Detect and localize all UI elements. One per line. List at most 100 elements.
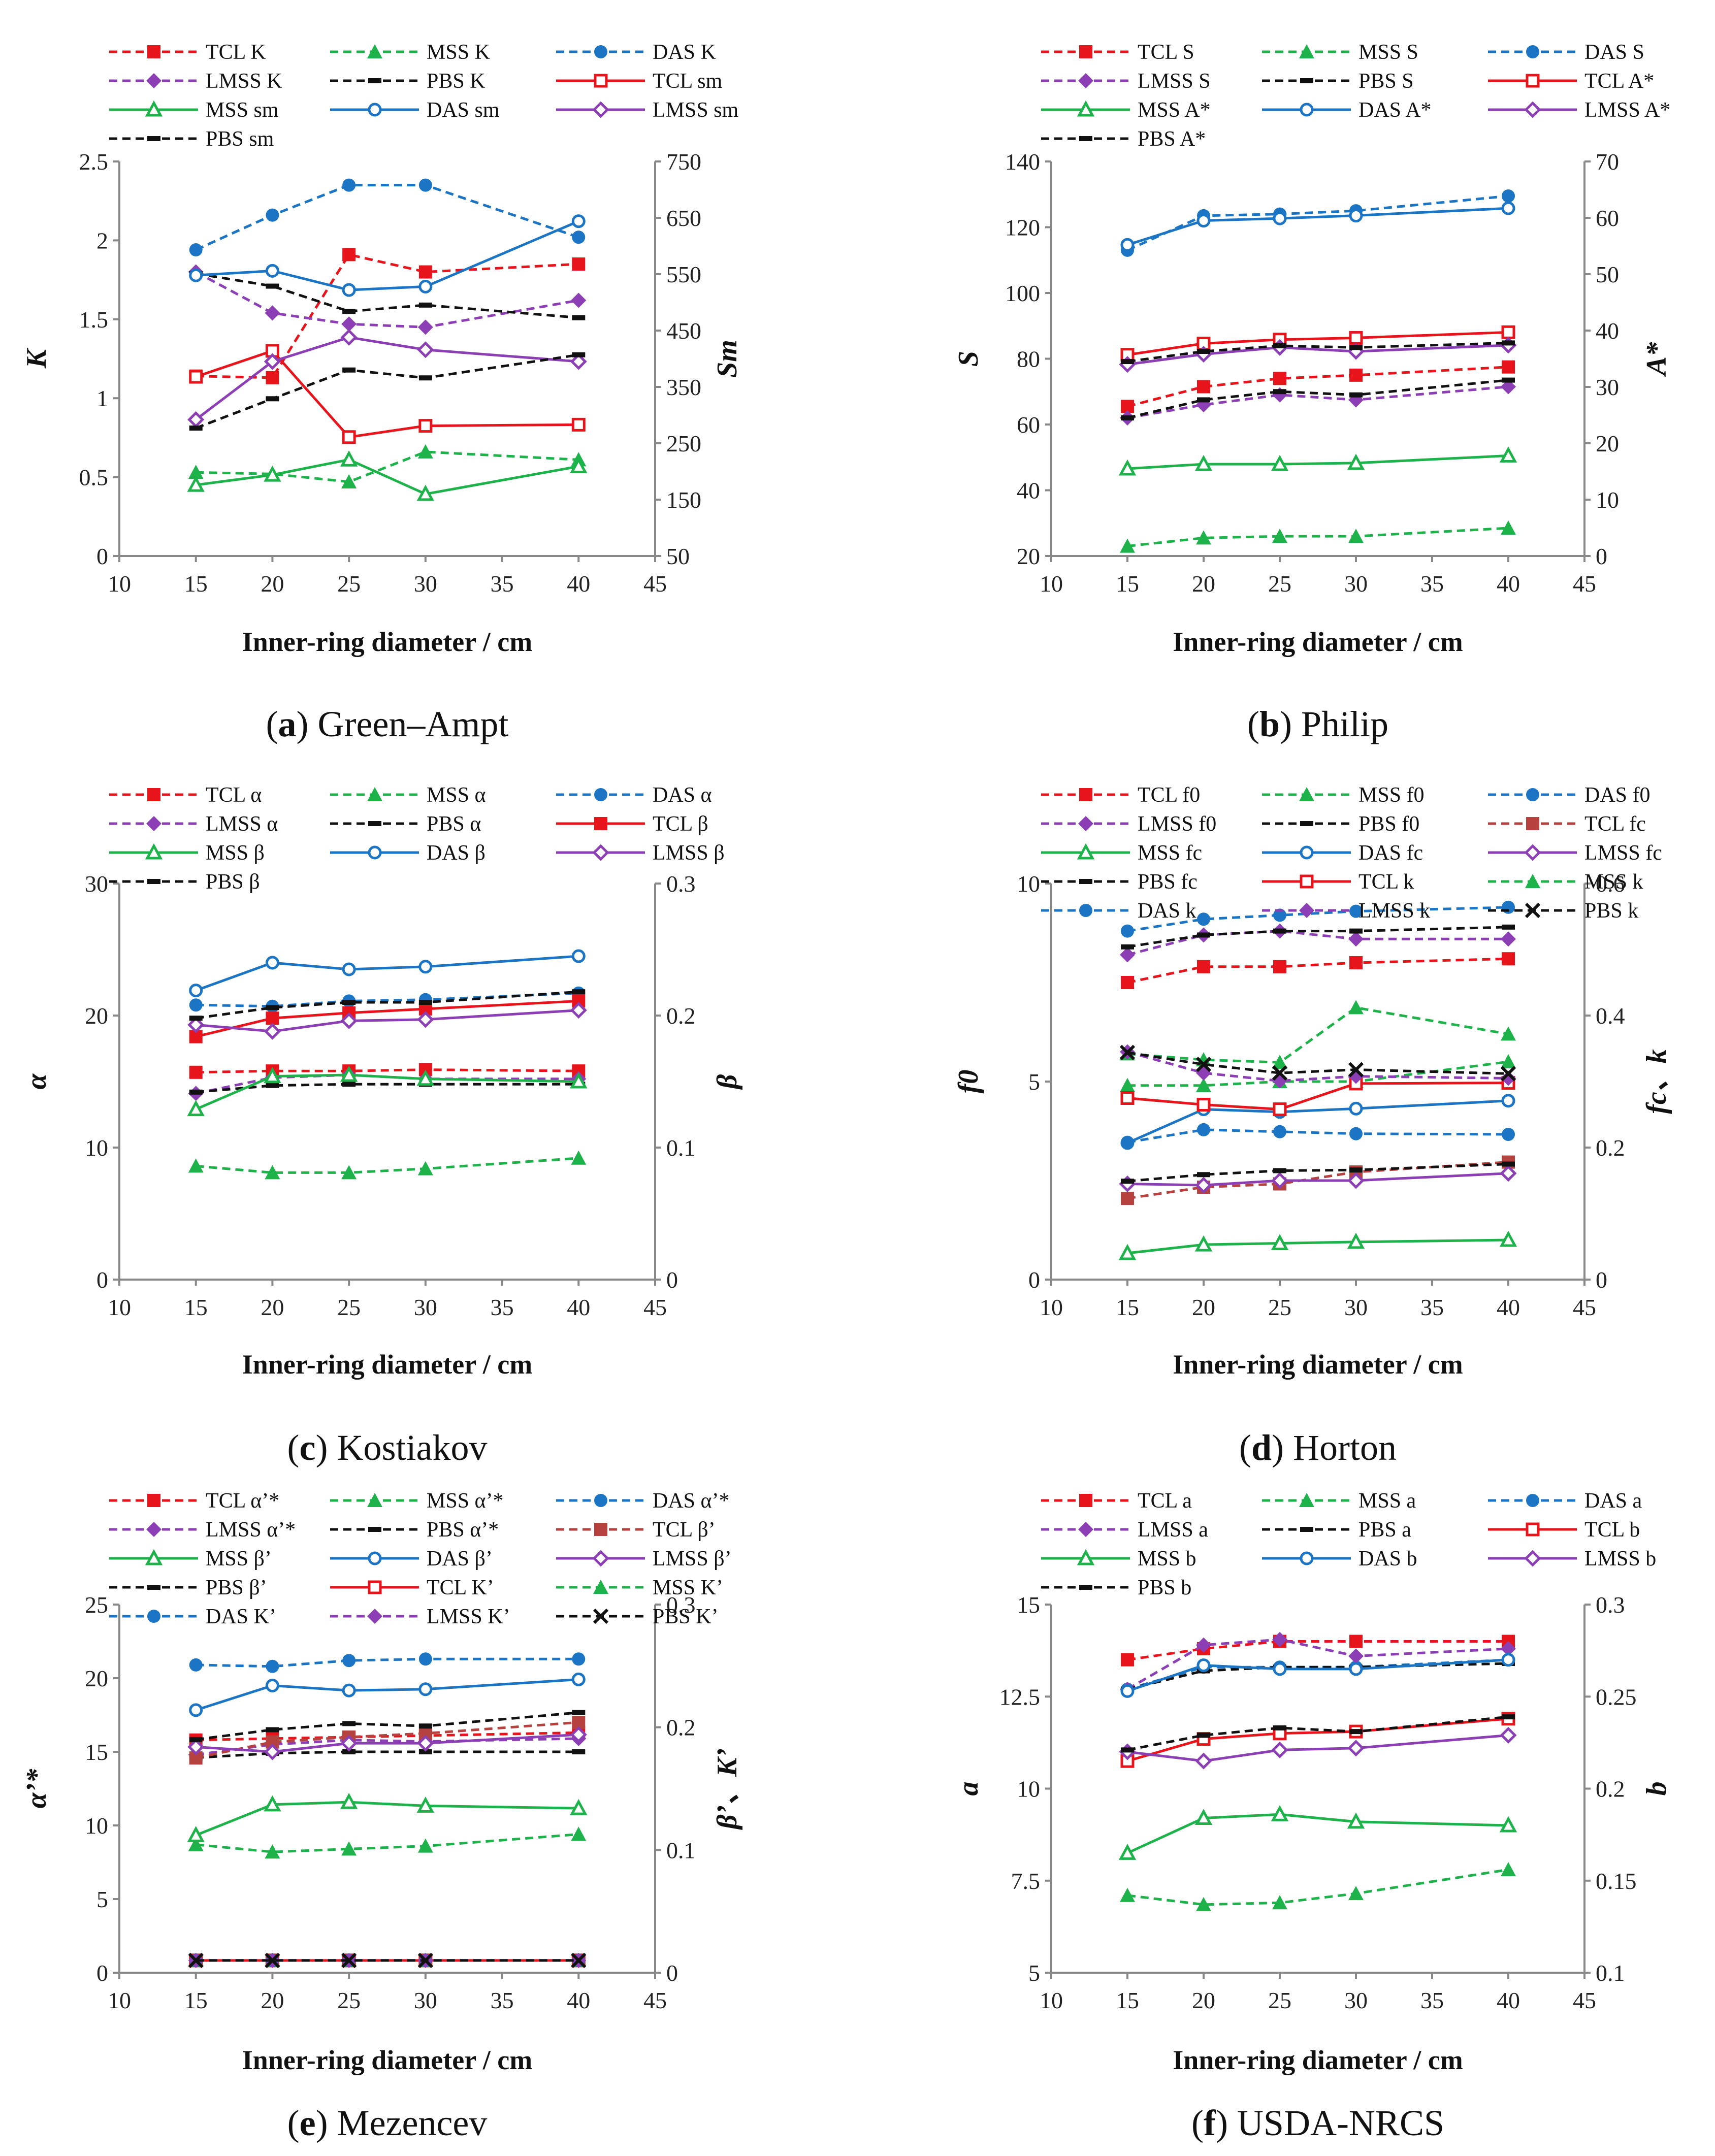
legend-label: LMSS α xyxy=(206,812,278,836)
legend-label: LMSS fc xyxy=(1584,841,1662,865)
legend-item: LMSS S xyxy=(1041,70,1211,93)
legend-item: LMSS f0 xyxy=(1041,812,1216,836)
series-line xyxy=(195,955,579,992)
legend-marker xyxy=(594,45,607,58)
data-point xyxy=(1501,1026,1516,1041)
data-point xyxy=(264,1743,281,1760)
series-line xyxy=(195,184,579,251)
x-tick-label: 10 xyxy=(1040,1294,1063,1320)
data-point xyxy=(265,1844,280,1859)
series-das- xyxy=(189,1652,586,1673)
legend-item: PBS A* xyxy=(1041,127,1206,151)
y-right-tick-label: 30 xyxy=(1596,374,1619,400)
caption-title: ) Philip xyxy=(1280,704,1388,744)
legend-item: DAS fc xyxy=(1262,841,1423,865)
data-point xyxy=(342,178,356,192)
series-line xyxy=(195,1073,579,1110)
data-point xyxy=(1500,1066,1516,1082)
y-right-tick-label: 0.2 xyxy=(666,1003,696,1029)
legend-item: LMSS β’ xyxy=(556,1547,732,1571)
data-point xyxy=(1119,1044,1136,1060)
data-point xyxy=(189,1089,203,1095)
legend-label: DAS S xyxy=(1584,41,1644,64)
legend-label: LMSS A* xyxy=(1584,99,1670,122)
y-right-tick-label: 250 xyxy=(666,431,701,456)
y-right-tick-label: 0 xyxy=(1596,543,1607,569)
series-lmss- xyxy=(187,1726,587,1760)
series-das- xyxy=(189,986,586,1013)
data-point xyxy=(1349,1167,1363,1173)
y-right-tick-label: 0 xyxy=(1596,1267,1607,1293)
legend-label: PBS fc xyxy=(1138,870,1198,894)
caption-letter: c xyxy=(300,1427,316,1468)
data-point xyxy=(1349,1635,1363,1648)
y-left-tick-label: 2.5 xyxy=(79,149,109,175)
series-mss-fc xyxy=(1118,1230,1517,1260)
data-point xyxy=(189,243,203,257)
x-tick-label: 10 xyxy=(108,571,131,597)
caption-letter: a xyxy=(278,704,297,744)
legend-marker xyxy=(1299,903,1314,918)
data-point xyxy=(189,1658,203,1672)
data-point xyxy=(1120,538,1135,553)
legend-marker xyxy=(1078,816,1093,831)
x-tick-label: 30 xyxy=(414,571,437,597)
data-point xyxy=(264,465,281,482)
data-point xyxy=(341,316,357,332)
caption-paren: ( xyxy=(287,2103,300,2143)
series-line xyxy=(195,271,579,329)
series-line xyxy=(1127,930,1508,956)
series-lmss-sm xyxy=(187,329,587,428)
series-pbs-sm xyxy=(189,352,586,431)
legend-item: TCL a xyxy=(1041,1489,1192,1513)
data-point xyxy=(1271,1805,1289,1821)
series-line xyxy=(1126,1099,1509,1145)
y-left-tick-label: 10 xyxy=(85,1813,108,1839)
legend-item: MSS a xyxy=(1262,1489,1416,1513)
y-left-tick-label: 80 xyxy=(1017,346,1040,372)
y-left-tick-label: 1.5 xyxy=(79,307,109,333)
legend-label: MSS β’ xyxy=(206,1547,272,1571)
cross-stroke xyxy=(1272,1065,1288,1081)
data-point xyxy=(1502,1128,1515,1141)
data-point xyxy=(188,1952,204,1968)
data-point xyxy=(1196,1637,1211,1653)
legend-label: PBS α xyxy=(427,812,481,836)
x-tick-label: 45 xyxy=(1573,1987,1596,2013)
data-point xyxy=(189,1065,203,1079)
data-point xyxy=(418,1682,433,1696)
data-point xyxy=(1349,368,1363,382)
data-point xyxy=(1347,1740,1365,1757)
x-axis-title: Inner-ring diameter / cm xyxy=(1173,627,1463,657)
y-right-tick-label: 0 xyxy=(666,1267,678,1293)
caption-title: ) Horton xyxy=(1272,1427,1397,1468)
legend-marker xyxy=(368,78,381,83)
legend-item: DAS S xyxy=(1488,41,1644,64)
y-left-tick-label: 5 xyxy=(1028,1960,1040,1986)
cross-stroke xyxy=(341,1952,357,1968)
data-point xyxy=(188,1158,204,1173)
series-mss-b xyxy=(1118,1805,1517,1860)
series-line xyxy=(1127,207,1509,246)
data-point xyxy=(1502,377,1515,383)
data-point xyxy=(1197,1733,1210,1738)
legend-marker xyxy=(367,44,382,58)
data-point xyxy=(1194,1235,1213,1252)
legend: TCL α MSS α DAS α LMSS α PBS α TCL β MSS β DAS … xyxy=(109,783,725,894)
data-point xyxy=(571,1826,587,1841)
legend-label: MSS a xyxy=(1358,1489,1416,1513)
legend-item: PBS b xyxy=(1041,1576,1191,1599)
caption-paren: ( xyxy=(1191,2103,1204,2143)
legend-label: PBS K xyxy=(427,70,486,93)
data-point xyxy=(1347,453,1365,470)
legend-label: PBS β’ xyxy=(206,1576,267,1599)
y-right-tick-label: 0.2 xyxy=(666,1715,696,1741)
data-point xyxy=(1120,1091,1135,1105)
legend-label: LMSS α’* xyxy=(206,1518,296,1542)
data-point xyxy=(1120,1887,1135,1902)
x-tick-label: 15 xyxy=(1116,1987,1139,2013)
legend-marker xyxy=(145,1549,163,1565)
data-point xyxy=(1349,956,1363,969)
x-axis-title: Inner-ring diameter / cm xyxy=(242,1349,532,1380)
legend-item: MSS b xyxy=(1041,1547,1196,1571)
